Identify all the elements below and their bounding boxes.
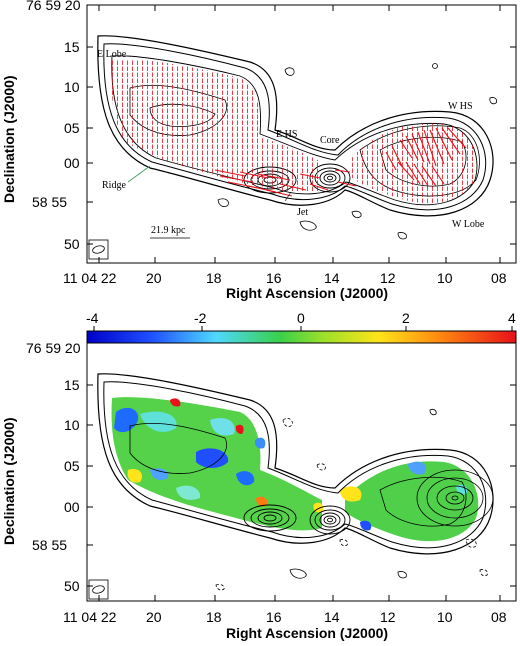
top-xlabel: Right Ascension (J2000)	[226, 285, 388, 301]
bottom-ytick-1: 15	[64, 377, 80, 393]
bottom-ytick-4: 00	[64, 499, 80, 515]
colorbar-tick-0: -4	[86, 310, 99, 326]
annotation-ridge: Ridge	[102, 180, 126, 191]
top-panel: E Lobe E HS Core W HS Ridge Jet W Lobe 2…	[1, 0, 517, 301]
annotation-w-lobe: W Lobe	[452, 219, 485, 230]
bottom-xtick-0: 11 04 22	[63, 609, 117, 625]
top-ytick-0: 76 59 20	[26, 0, 81, 13]
top-xtick-7: 08	[491, 270, 507, 286]
top-ytick-2: 10	[64, 79, 80, 95]
top-ytick-1: 15	[64, 39, 80, 55]
annotation-w-hs: W HS	[448, 101, 473, 112]
bottom-xtick-6: 10	[437, 609, 453, 625]
top-ytick-5: 58 55	[32, 194, 67, 210]
top-xtick-1: 20	[146, 270, 162, 286]
top-xtick-4: 14	[324, 270, 340, 286]
top-ticks	[87, 4, 516, 263]
jet-pointer	[284, 191, 292, 202]
bottom-contours	[97, 373, 494, 591]
bottom-xtick-5: 12	[380, 609, 396, 625]
annotation-e-hs: E HS	[276, 129, 297, 140]
bottom-xtick-2: 18	[206, 609, 222, 625]
top-xtick-3: 16	[266, 270, 282, 286]
bottom-xtick-1: 20	[146, 609, 162, 625]
bottom-xtick-3: 16	[266, 609, 282, 625]
colorbar-tick-3: 2	[402, 310, 410, 326]
colorbar	[86, 330, 517, 344]
top-ytick-3: 05	[64, 120, 80, 136]
colorbar-tick-4: 4	[508, 310, 516, 326]
colorbar-ticks	[93, 326, 513, 331]
beam-box	[88, 239, 109, 260]
bottom-ticks	[87, 384, 516, 601]
beam-ellipse	[92, 245, 105, 254]
top-ylabel: Declination (J2000)	[1, 75, 17, 203]
bottom-ytick-2: 10	[64, 417, 80, 433]
bottom-xtick-4: 14	[324, 609, 340, 625]
bottom-xtick-7: 08	[491, 609, 507, 625]
rm-colormap	[111, 397, 479, 542]
bottom-ytick-6: 50	[64, 578, 80, 594]
ridge-pointer	[127, 165, 151, 183]
bottom-ytick-3: 05	[64, 458, 80, 474]
bottom-panel: -4 -2 0 2 4	[1, 310, 517, 641]
colorbar-tick-2: 0	[297, 310, 305, 326]
annotation-e-lobe: E Lobe	[97, 49, 127, 60]
bottom-ylabel: Declination (J2000)	[1, 417, 17, 545]
top-xtick-6: 10	[437, 270, 453, 286]
annotation-jet: Jet	[297, 207, 308, 218]
top-xtick-0: 11 04 22	[63, 270, 117, 286]
annotation-core: Core	[320, 135, 340, 146]
annotation-scale-bar: 21.9 kpc	[151, 225, 186, 236]
beam-ellipse-bottom	[92, 585, 105, 594]
top-ytick-4: 00	[64, 155, 80, 171]
top-xtick-2: 18	[206, 270, 222, 286]
colorbar-tick-1: -2	[194, 310, 207, 326]
top-ytick-6: 50	[64, 236, 80, 252]
bottom-xlabel: Right Ascension (J2000)	[226, 625, 388, 641]
top-xtick-5: 12	[380, 270, 396, 286]
bottom-ytick-0: 76 59 20	[26, 340, 81, 356]
polarization-vectors	[111, 59, 477, 204]
bottom-ytick-5: 58 55	[32, 537, 67, 553]
